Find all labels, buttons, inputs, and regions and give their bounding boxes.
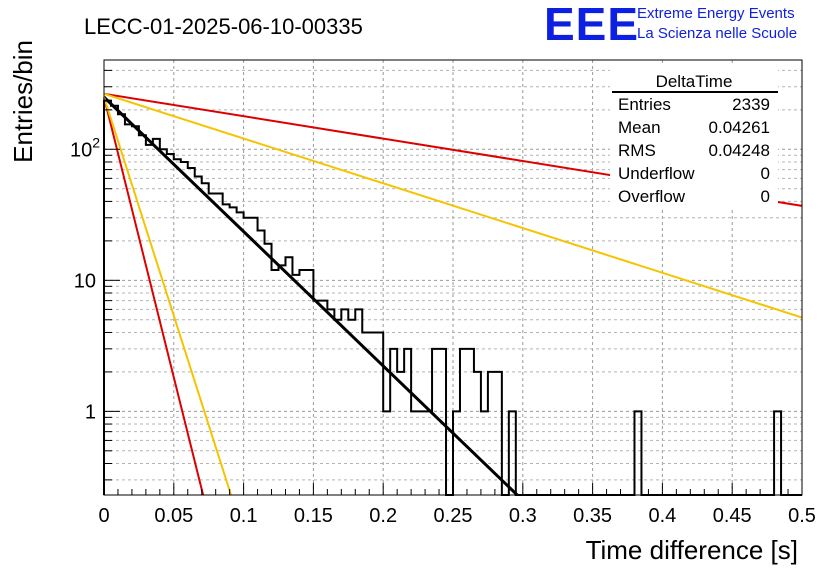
chart-title: LECC-01-2025-06-10-00335 [84, 14, 363, 39]
logo-line-2: La Scienza nelle Scuole [637, 25, 797, 42]
y-tick-label: 1 [85, 401, 96, 423]
histogram-outline [103, 99, 802, 496]
x-tick-label: 0.4 [648, 505, 676, 527]
stats-row-value: 0.04261 [709, 118, 770, 137]
x-tick-label: 0.3 [509, 505, 537, 527]
x-tick-label: 0.35 [573, 505, 612, 527]
logo-mark: EEE [544, 0, 639, 50]
stats-row-value: 0.04248 [709, 141, 770, 160]
x-tick-label: 0.05 [154, 505, 193, 527]
stats-box-background [610, 64, 778, 208]
y-axis-label: Entries/bin [8, 40, 38, 163]
stats-row-label: Overflow [618, 187, 686, 206]
x-axis-label: Time difference [s] [586, 535, 798, 565]
stats-row-label: Entries [618, 95, 671, 114]
x-tick-label: 0.2 [369, 505, 397, 527]
y-tick-label: 10 [74, 270, 96, 292]
y-tick-labels: 1 10 102 [70, 134, 100, 423]
stats-name: DeltaTime [656, 72, 733, 91]
stats-rows: Entries 2339 Mean 0.04261 RMS 0.04248 Underflo… [618, 95, 770, 206]
logo-line-1: Extreme Energy Events [637, 5, 795, 22]
stats-row-value: 2339 [732, 95, 770, 114]
fit-line [103, 96, 232, 496]
stats-row-label: Underflow [618, 164, 695, 183]
stats-row-value: 0 [761, 187, 770, 206]
axis-ticks [103, 69, 803, 495]
y-tick-label: 102 [70, 134, 100, 161]
x-tick-label: 0.5 [788, 505, 816, 527]
fit-line [102, 96, 519, 497]
fit-line [103, 92, 803, 319]
stats-row-label: RMS [618, 141, 656, 160]
x-tick-label: 0.1 [230, 505, 258, 527]
eee-logo: EEE Extreme Energy Events La Scienza nel… [544, 0, 797, 50]
x-tick-label: 0.45 [713, 505, 752, 527]
stats-box: DeltaTime Entries 2339 Mean 0.04261 RMS 0.042… [610, 64, 778, 208]
stats-row-label: Mean [618, 118, 661, 137]
x-tick-labels: 0 0.05 0.1 0.15 0.2 0.25 0.3 0.35 0.4 0.45 0.5 [98, 505, 815, 527]
x-tick-label: 0.15 [294, 505, 333, 527]
stats-row-value: 0 [761, 164, 770, 183]
x-tick-label: 0.25 [434, 505, 473, 527]
fit-line [103, 96, 205, 496]
x-tick-label: 0 [98, 505, 109, 527]
